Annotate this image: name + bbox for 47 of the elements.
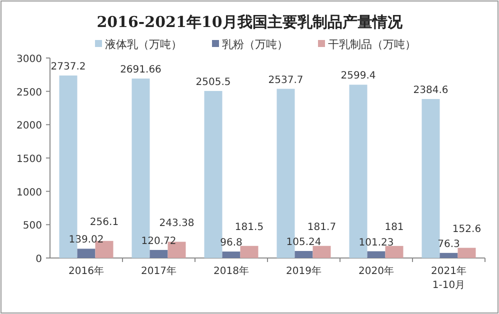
legend-label: 干乳制品（万吨） (328, 38, 416, 51)
data-label: 105.24 (286, 236, 322, 248)
data-label: 139.02 (68, 234, 104, 246)
bar (385, 246, 404, 258)
data-label: 2505.5 (196, 76, 231, 88)
legend-label: 液体乳（万吨） (105, 38, 182, 51)
bar (77, 248, 96, 258)
x-tick-label: 2019年 (286, 265, 322, 277)
x-tick-label: 2018年 (214, 265, 249, 277)
y-tick-label: 1500 (16, 154, 42, 165)
bar (458, 248, 476, 258)
data-label: 2384.6 (413, 85, 448, 96)
y-tick-label: 1000 (16, 187, 42, 198)
bar (440, 252, 458, 258)
data-label: 76.3 (438, 238, 460, 250)
legend-label: 乳粉（万吨） (222, 38, 288, 51)
bar (240, 246, 258, 258)
data-label: 181.5 (234, 222, 264, 233)
data-label: 2537.7 (268, 74, 304, 86)
y-tick-label: 3000 (16, 54, 42, 65)
bar (294, 250, 313, 258)
y-tick-label: 2500 (16, 87, 42, 98)
x-tick-label: 2016年 (68, 265, 104, 277)
data-label: 2691.66 (120, 64, 162, 76)
data-label: 120.72 (141, 236, 176, 247)
data-label: 181 (384, 222, 404, 233)
y-tick-label: 500 (22, 220, 42, 232)
x-tick-label: 2020年 (358, 265, 394, 277)
data-label: 101.23 (358, 237, 394, 248)
data-label: 181.7 (307, 222, 336, 233)
data-label: 243.38 (159, 218, 194, 229)
bar (422, 99, 440, 258)
x-tick-label: 2017年 (141, 265, 176, 277)
data-label: 256.1 (90, 216, 119, 228)
data-label: 96.8 (220, 238, 242, 249)
bar (204, 90, 222, 258)
y-tick-label: 2000 (16, 120, 42, 132)
bar (150, 250, 168, 258)
bar (312, 246, 331, 258)
bar (222, 252, 240, 258)
data-label: 152.6 (452, 224, 482, 235)
x-tick-label: 2021年 1-10月 (431, 265, 466, 291)
chart-title: 2016-2021年10月我国主要乳制品产量情况 (96, 13, 404, 31)
data-label: 2599.4 (340, 70, 376, 82)
y-tick-label: 0 (36, 254, 42, 265)
bar (367, 251, 386, 258)
data-label: 2737.2 (50, 62, 86, 73)
